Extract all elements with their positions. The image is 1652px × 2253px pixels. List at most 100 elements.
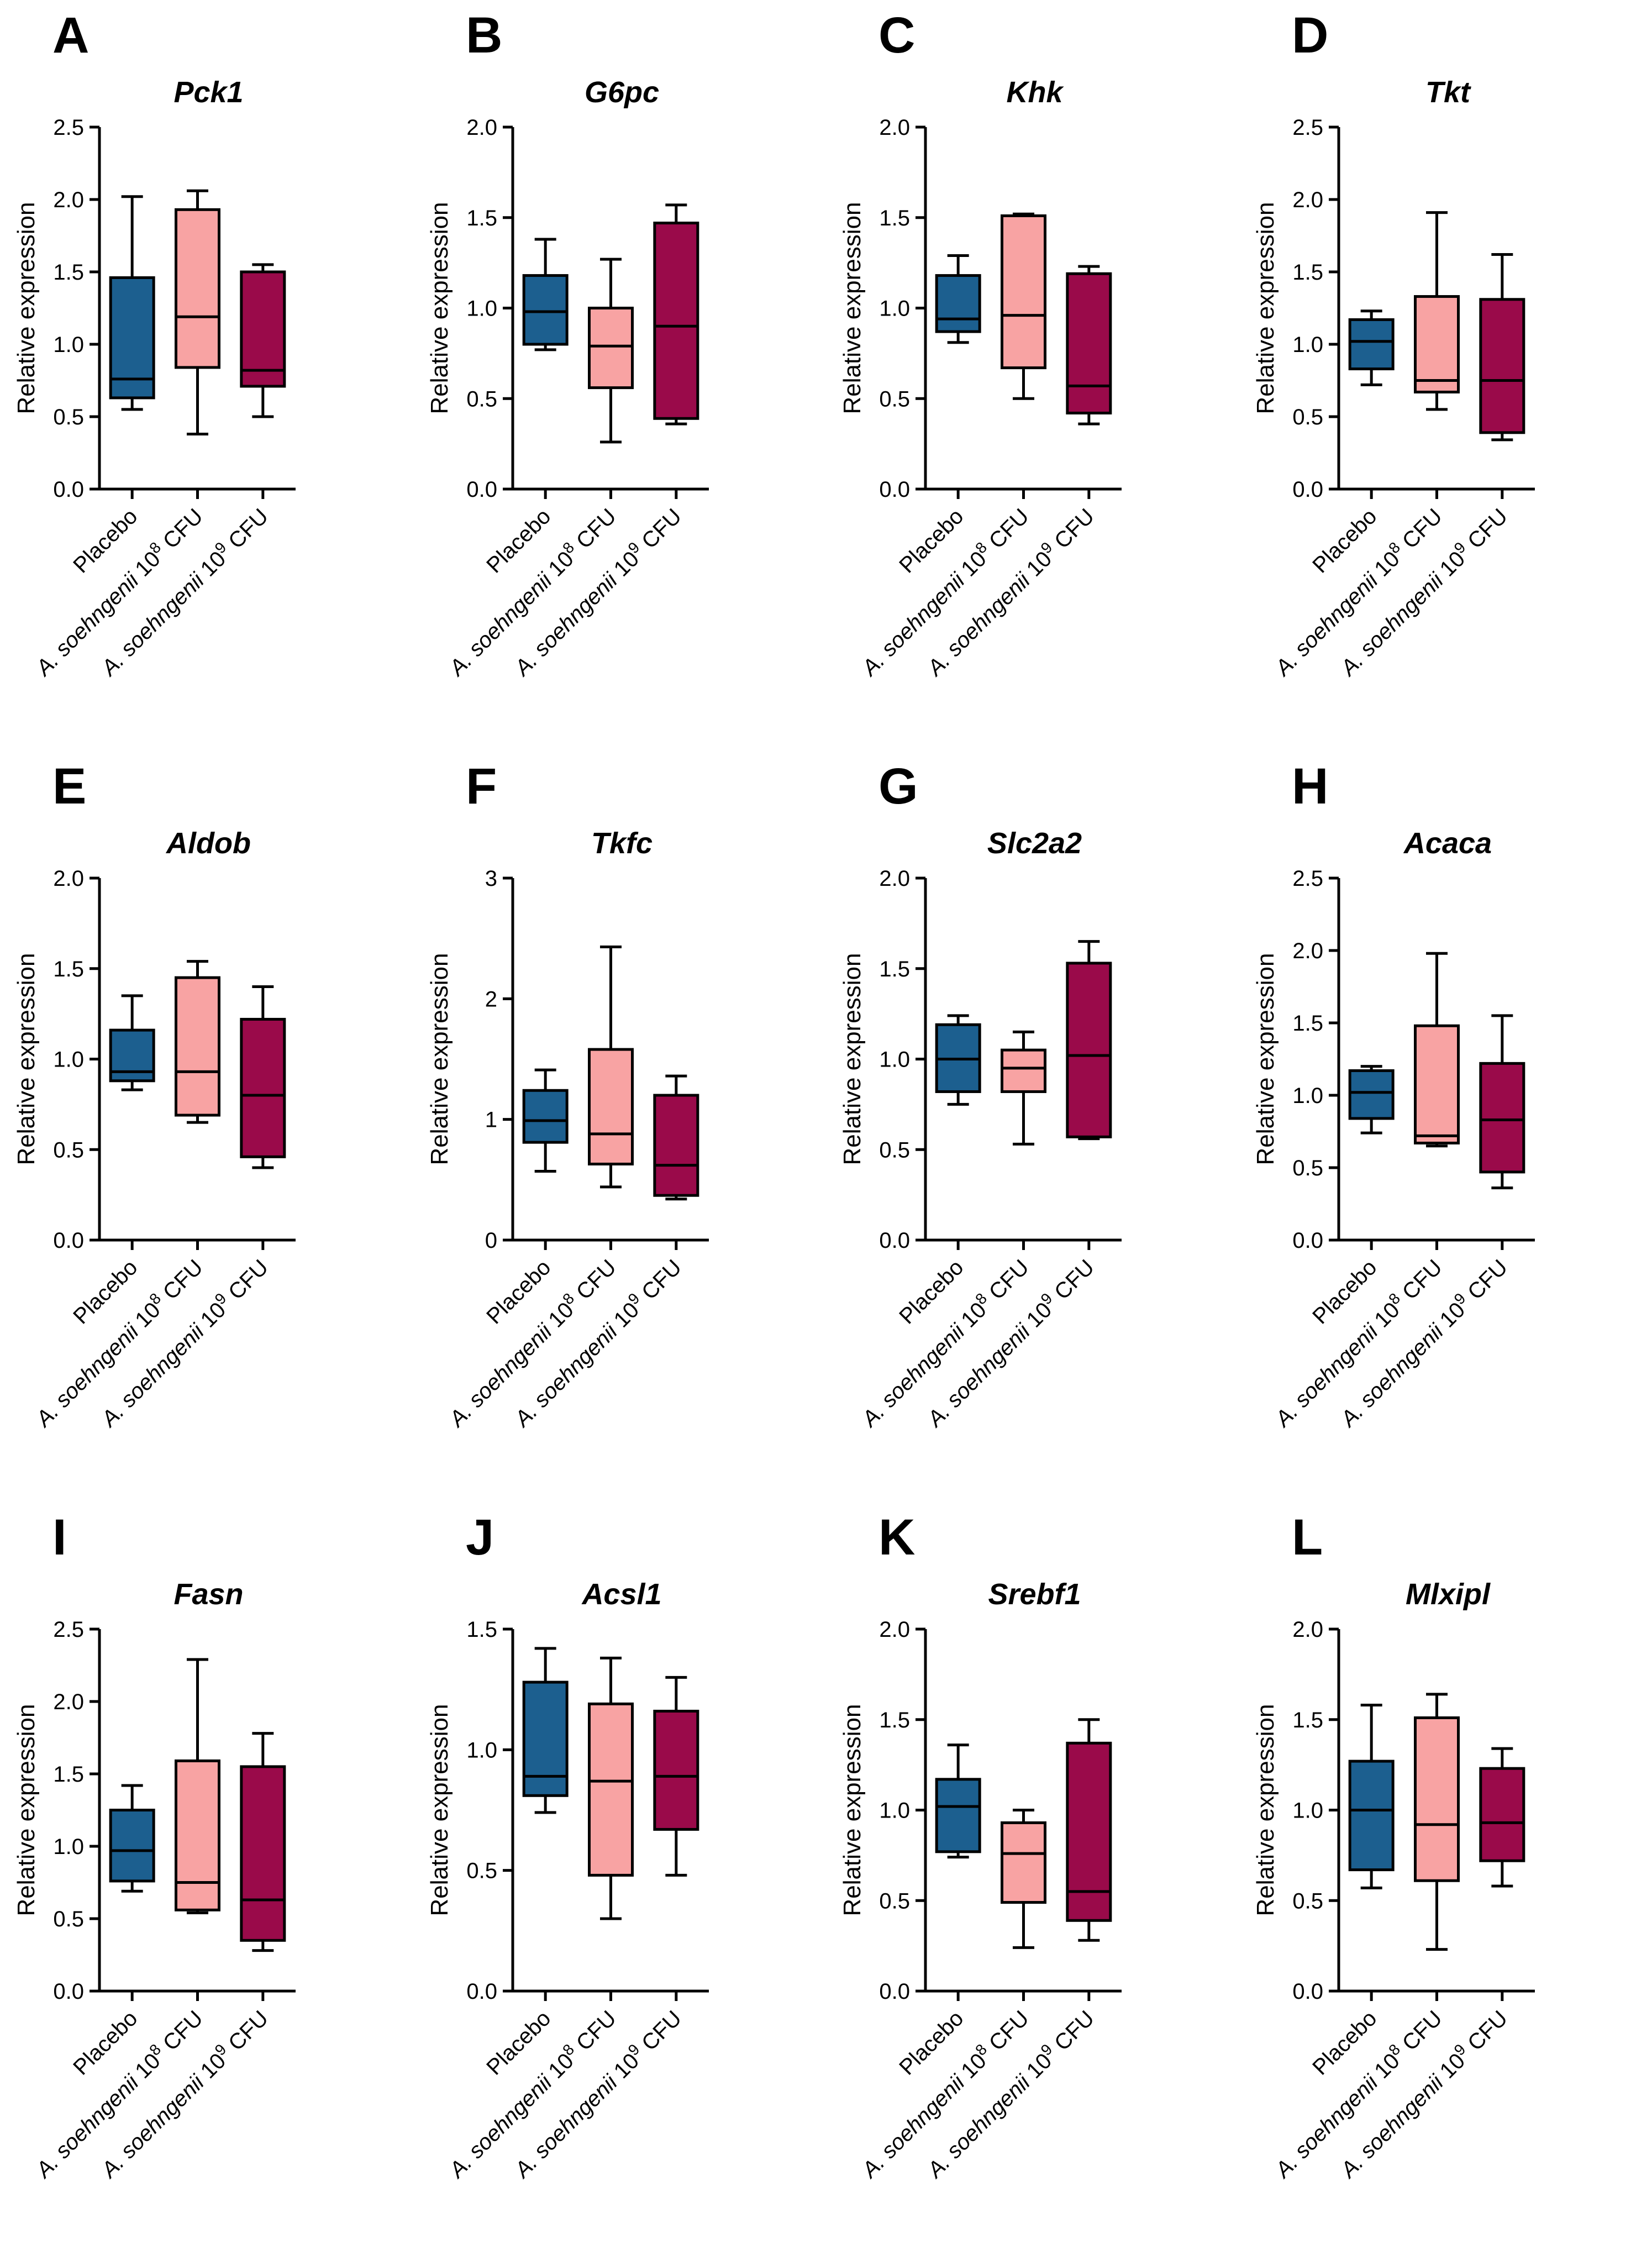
box-low [587, 945, 634, 1189]
y-tick-label: 0.0 [466, 477, 497, 502]
box-high [1479, 253, 1525, 442]
y-tick-label: 2 [485, 987, 497, 1011]
iqr-box [109, 1809, 155, 1883]
box-placebo [1348, 1704, 1395, 1889]
iqr-box [175, 208, 220, 369]
gene-title: Pck1 [173, 76, 243, 109]
iqr-box [1413, 1024, 1460, 1144]
box-high [1066, 940, 1112, 1141]
box-high [1066, 265, 1112, 426]
box-placebo [935, 1743, 981, 1859]
gene-title: G6pc [584, 76, 659, 109]
box-low [1001, 1809, 1046, 1949]
y-axis-label: Relative expression [1252, 202, 1279, 414]
y-tick-label: 1.0 [466, 1738, 497, 1762]
iqr-box [1066, 1741, 1112, 1922]
gene-title: Tkt [1425, 76, 1471, 109]
iqr-box [522, 1089, 569, 1144]
y-tick-label: 1.0 [879, 1799, 910, 1823]
iqr-box [522, 274, 569, 346]
y-tick-label: 1.5 [1292, 1708, 1323, 1732]
y-axis-label: Relative expression [1252, 1704, 1279, 1916]
y-tick-label: 1.5 [53, 260, 84, 285]
y-tick-label: 0.5 [53, 1907, 84, 1931]
iqr-box [1413, 1716, 1460, 1882]
box-placebo [522, 1068, 569, 1173]
y-tick-label: 1 [485, 1108, 497, 1132]
y-axis-label: Relative expression [13, 1704, 40, 1916]
y-tick-label: 0.0 [1292, 1979, 1323, 2004]
y-tick-label: 1.0 [1292, 333, 1323, 357]
y-tick-label: 2.0 [466, 115, 497, 140]
iqr-box [1479, 1062, 1525, 1174]
panel-letter: B [466, 7, 502, 64]
iqr-box [240, 1017, 286, 1158]
y-tick-label: 0.5 [53, 1138, 84, 1162]
box-high [653, 1676, 699, 1877]
panel-letter: A [52, 7, 89, 64]
y-tick-label: 0.5 [53, 405, 84, 429]
panel-letter: D [1292, 7, 1328, 64]
y-tick-label: 2.5 [53, 115, 84, 140]
gene-title: Khk [1006, 76, 1064, 109]
chart-svg: A Pck1 Relative expression 0.0 0.5 1.0 1.5 2.0 2… [13, 7, 296, 681]
y-tick-label: 0.5 [1292, 1156, 1323, 1180]
y-tick-label: 2.0 [53, 866, 84, 891]
iqr-box [175, 976, 220, 1117]
y-tick-label: 1.0 [879, 297, 910, 321]
y-tick-label: 0.5 [1292, 405, 1323, 429]
iqr-box [1001, 1048, 1046, 1093]
iqr-box [175, 1759, 220, 1911]
chart-svg: G Slc2a2 Relative expression 0.0 0.5 1.0 1.5 2.… [839, 758, 1122, 1432]
y-tick-label: 2.0 [1292, 939, 1323, 963]
iqr-box [240, 1765, 286, 1942]
panel-letter: I [52, 1509, 67, 1566]
y-tick-label: 0.0 [466, 1979, 497, 2004]
y-tick-label: 1.5 [879, 206, 910, 230]
y-axis-label: Relative expression [426, 1704, 453, 1916]
box-low [587, 258, 634, 444]
y-tick-label: 0.5 [466, 1859, 497, 1883]
y-tick-label: 1.5 [879, 957, 910, 981]
y-axis-label: Relative expression [13, 202, 40, 414]
y-tick-label: 0.0 [53, 1979, 84, 2004]
box-high [1479, 1014, 1525, 1190]
y-tick-label: 1.5 [879, 1708, 910, 1732]
iqr-box [935, 274, 981, 333]
box-placebo [1348, 309, 1395, 386]
box-placebo [935, 1014, 981, 1106]
y-tick-label: 2.5 [1292, 866, 1323, 891]
chart-svg: K Srebf1 Relative expression 0.0 0.5 1.0 1.5 2.… [839, 1509, 1122, 2183]
iqr-box [1001, 214, 1046, 370]
y-axis-label: Relative expression [426, 953, 453, 1165]
box-high [1479, 1747, 1525, 1888]
iqr-box [522, 1680, 569, 1797]
y-tick-label: 2.0 [879, 115, 910, 140]
box-high [653, 203, 699, 426]
box-high [240, 985, 286, 1169]
panel-letter: E [52, 758, 86, 815]
box-placebo [109, 994, 155, 1091]
y-tick-label: 1.0 [1292, 1799, 1323, 1823]
y-tick-label: 1.5 [53, 1762, 84, 1787]
y-tick-label: 0.5 [1292, 1889, 1323, 1913]
y-tick-label: 1.0 [1292, 1084, 1323, 1108]
chart-svg: H Acaca Relative expression 0.0 0.5 1.0 1.5 2.0… [1252, 758, 1535, 1432]
panel-letter: F [466, 758, 497, 815]
y-tick-label: 0.0 [1292, 477, 1323, 502]
y-tick-label: 1.0 [53, 333, 84, 357]
panel-letter: G [878, 758, 918, 815]
y-tick-label: 2.0 [879, 866, 910, 891]
box-placebo [522, 238, 569, 351]
box-high [1066, 1718, 1112, 1942]
panel-c: C Khk Relative expression 0.0 0.5 1.0 1.5 2.0 Pl… [826, 0, 1239, 751]
iqr-box [587, 1048, 634, 1165]
y-tick-label: 1.5 [53, 957, 84, 981]
panel-letter: L [1292, 1509, 1323, 1566]
y-tick-label: 0.0 [879, 1228, 910, 1253]
box-low [587, 1656, 634, 1920]
gene-title: Srebf1 [988, 1578, 1081, 1611]
panel-letter: J [466, 1509, 494, 1566]
